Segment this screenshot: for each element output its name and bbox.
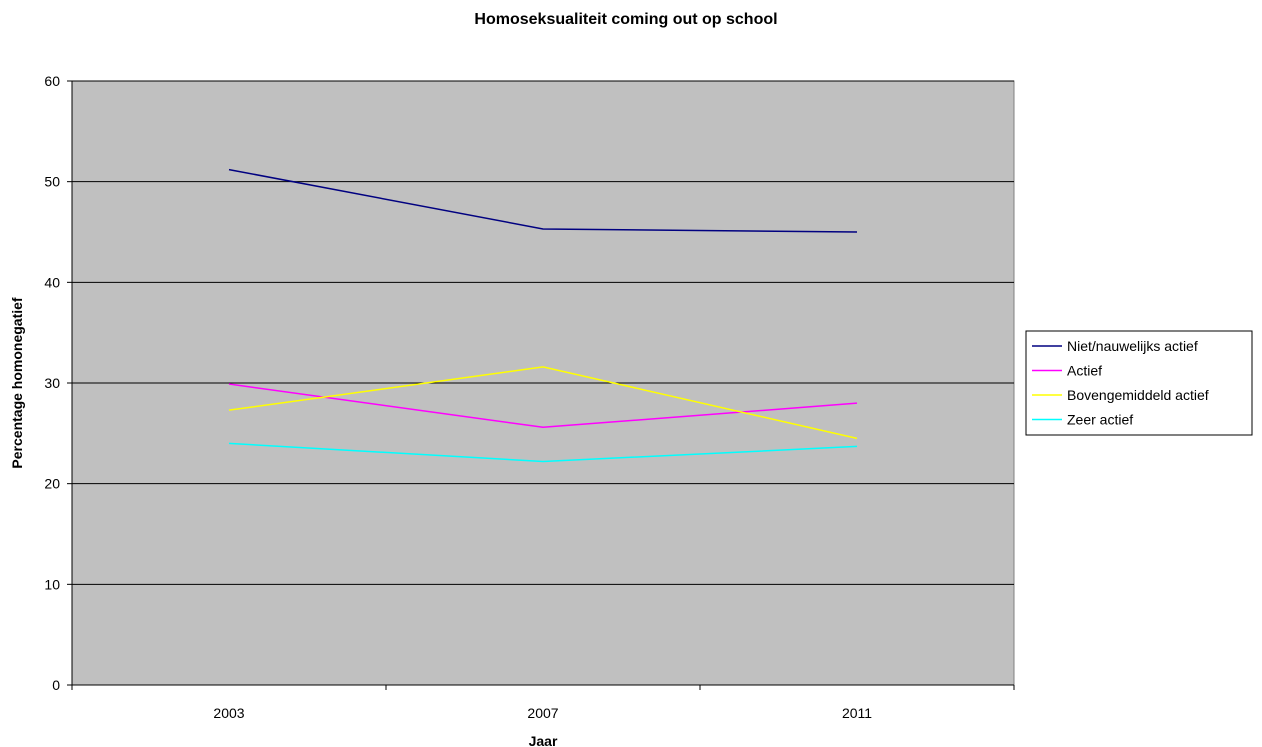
- y-tick-label: 60: [44, 73, 60, 89]
- legend-label: Actief: [1067, 363, 1102, 379]
- x-tick-label: 2003: [213, 705, 244, 721]
- legend-items: Niet/nauwelijks actief Actief Bovengemidde…: [1032, 338, 1209, 428]
- y-tick-label: 20: [44, 476, 60, 492]
- y-tick-label: 0: [52, 677, 60, 693]
- y-tick-label: 40: [44, 274, 60, 290]
- series-line-2: [228, 383, 858, 429]
- y-tick-label: 30: [44, 375, 60, 391]
- x-tick-label: 2007: [527, 705, 558, 721]
- series-line-4: [228, 442, 858, 463]
- series-line-1: [228, 168, 858, 233]
- axes: [67, 80, 1015, 690]
- legend-label: Niet/nauwelijks actief: [1067, 338, 1198, 354]
- y-tick-labels: 0 10 20 30 40 50 60: [44, 73, 60, 693]
- x-tick-labels: 2003 2007 2011: [213, 705, 872, 721]
- series-line-3: [228, 366, 858, 440]
- y-tick-label: 10: [44, 576, 60, 592]
- legend-label: Zeer actief: [1067, 412, 1133, 428]
- gridlines: [72, 80, 1014, 585]
- y-tick-label: 50: [44, 174, 60, 190]
- legend: Niet/nauwelijks actief Actief Bovengemidde…: [1025, 330, 1253, 436]
- legend-box: [1025, 330, 1253, 436]
- chart-title: Homoseksualiteit coming out op school: [474, 11, 777, 28]
- x-axis-label: Jaar: [529, 733, 558, 747]
- y-axis-label: Percentage homonegatief: [9, 297, 25, 468]
- legend-label: Bovengemiddeld actief: [1067, 387, 1209, 403]
- series-lines: [228, 168, 858, 463]
- x-tick-label: 2011: [842, 705, 872, 721]
